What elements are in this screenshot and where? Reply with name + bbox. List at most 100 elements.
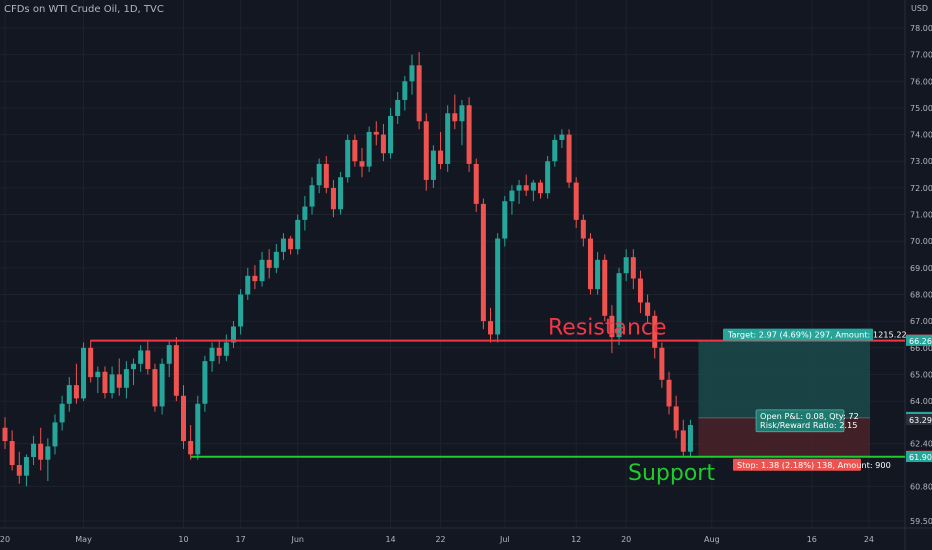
candle-body [345, 139, 351, 178]
x-tick-label: 20 [0, 535, 10, 544]
candle-body [309, 185, 315, 207]
candle-body [480, 203, 486, 322]
price-label-bg [906, 334, 932, 346]
candle-body [288, 238, 294, 250]
candle-body [509, 190, 515, 202]
candle-body [687, 425, 693, 452]
candle-body [673, 406, 679, 431]
candle-body [95, 371, 101, 378]
candle-body [188, 441, 194, 455]
y-tick-label: 60.80 [910, 482, 932, 491]
candle-body [373, 131, 379, 135]
candle-body [323, 163, 329, 188]
currency-label: USD [911, 4, 929, 13]
candle-body [330, 187, 336, 210]
candle-body [402, 81, 408, 100]
candle-body [102, 371, 108, 394]
chart-title: CFDs on WTI Crude Oil, 1D, TVC [4, 4, 164, 15]
candle-body [495, 238, 501, 335]
candle-body [380, 134, 386, 154]
y-tick-label: 72.00 [910, 184, 932, 193]
x-tick-label: Jun [290, 535, 304, 544]
candle-body [223, 342, 229, 356]
candle-body [195, 403, 201, 455]
x-tick-label: 24 [864, 535, 874, 544]
y-tick-label: 59.50 [910, 517, 932, 526]
candle-body [466, 105, 472, 164]
candle-body [438, 150, 444, 164]
candle-body [66, 385, 72, 404]
x-tick-label: 12 [571, 535, 581, 544]
stop-label-bg [733, 458, 861, 471]
x-tick-label: 22 [435, 535, 445, 544]
y-tick-label: 73.00 [910, 157, 932, 166]
candle-body [31, 443, 37, 458]
x-tick-label: Jul [499, 535, 510, 544]
candle-body [81, 347, 87, 399]
candle-body [423, 121, 429, 180]
candle-body [430, 150, 436, 180]
y-tick-label: 78.00 [910, 24, 932, 33]
candle-body [552, 139, 558, 162]
candle-body [216, 347, 222, 356]
pnl-label: Open P&L: 0.08, Qty: 72 [760, 411, 859, 421]
candle-body [566, 134, 572, 183]
candle-body [388, 115, 394, 154]
x-tick-label: 20 [621, 535, 631, 544]
candle-body [609, 315, 615, 338]
candle-body [652, 315, 658, 348]
candle-body [659, 347, 665, 380]
y-tick-label: 66.00 [910, 344, 932, 353]
candle-body [630, 257, 636, 279]
y-tick-label: 70.00 [910, 237, 932, 246]
candle-body [138, 350, 144, 364]
candle-body [273, 251, 279, 268]
candle-body [52, 422, 58, 447]
candle-body [452, 113, 458, 122]
candle-body [45, 446, 51, 460]
candle-body [623, 257, 629, 274]
y-tick-label: 74.00 [910, 131, 932, 140]
candle-body [173, 345, 179, 396]
candle-body [530, 182, 536, 191]
candle-body [616, 273, 622, 338]
candle-body [2, 427, 8, 442]
candle-body [109, 374, 115, 394]
target-zone [698, 340, 870, 418]
price-label-bg [906, 451, 932, 463]
candle-body [252, 275, 258, 282]
target-label: Target: 2.97 (4.69%) 297, Amount: 1215.2… [727, 330, 907, 340]
candle-body [230, 326, 236, 343]
candle-body [445, 113, 451, 164]
candle-body [59, 403, 65, 423]
candle-body [637, 278, 643, 303]
risk-reward-label: Risk/Reward Ratio: 2.15 [760, 420, 857, 430]
x-tick-label: 17 [236, 535, 246, 544]
y-tick-label: 69.00 [910, 264, 932, 273]
candle-body [516, 185, 522, 191]
target-label-bg [723, 328, 873, 341]
candle-body [295, 219, 301, 250]
y-tick-label: 67.00 [910, 317, 932, 326]
candle-body [152, 369, 158, 407]
candle-body [580, 219, 586, 239]
candle-body [416, 65, 422, 122]
y-tick-label: 64.00 [910, 397, 932, 406]
price-label-bg [906, 414, 932, 426]
candle-body [587, 238, 593, 290]
y-tick-label: 75.00 [910, 104, 932, 113]
y-tick-label: 65.00 [910, 370, 932, 379]
candle-body [545, 161, 551, 194]
candle-body [502, 201, 508, 239]
candle-body [359, 161, 365, 167]
candle-body [9, 441, 15, 466]
candle-body [302, 206, 308, 220]
candle-body [202, 361, 208, 404]
candle-body [559, 134, 565, 140]
candle-body [366, 131, 372, 167]
candle-body [352, 139, 358, 162]
candle-body [245, 275, 251, 295]
candle-body [123, 369, 129, 388]
candle-body [666, 379, 672, 407]
